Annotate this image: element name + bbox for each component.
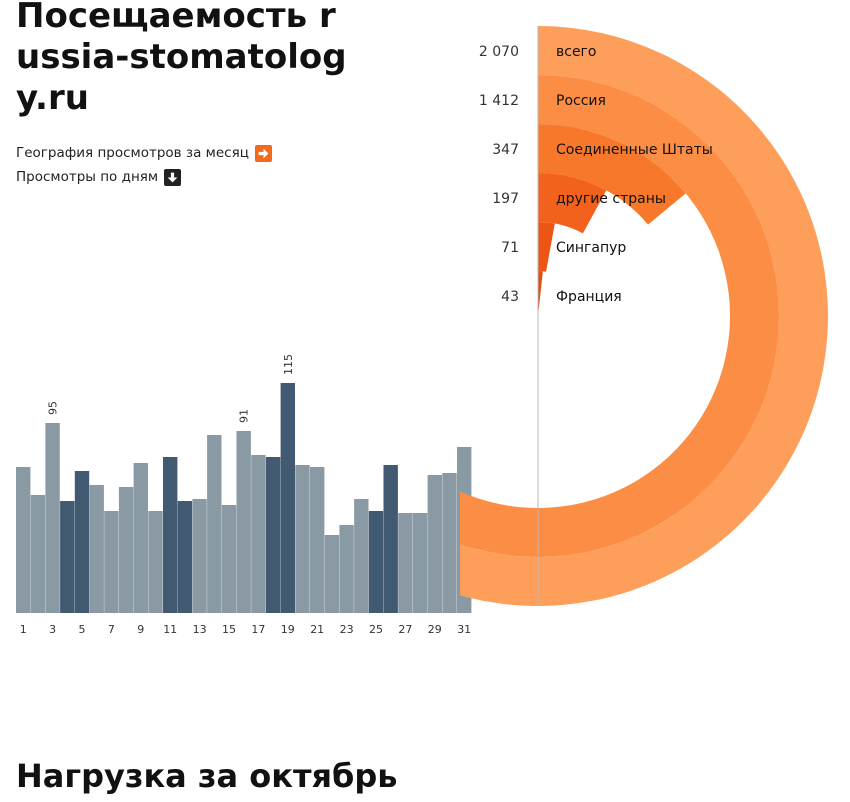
x-tick-label: 9	[137, 623, 144, 636]
bar-value-label: 95	[47, 401, 60, 415]
x-tick-label: 1	[20, 623, 27, 636]
country-label: Соединенные Штаты	[556, 142, 713, 158]
bar-day-3[interactable]	[45, 423, 60, 613]
geography-link-label: География просмотров за месяц	[16, 145, 249, 161]
bar-day-26[interactable]	[383, 465, 398, 613]
bar-day-28[interactable]	[412, 513, 428, 613]
bar-day-15[interactable]	[221, 505, 237, 613]
x-tick-label: 29	[428, 623, 442, 636]
bar-day-2[interactable]	[30, 495, 46, 613]
country-value: 1 412	[479, 93, 519, 109]
bar-value-label: 115	[282, 354, 295, 375]
bar-day-16[interactable]	[236, 431, 251, 613]
radial-bar-4[interactable]	[538, 222, 555, 272]
country-label: Сингапур	[556, 240, 626, 256]
page-title: Посещаемость russia-stomatology.ru	[16, 0, 347, 118]
bar-day-12[interactable]	[177, 501, 193, 613]
daily-link[interactable]: Просмотры по дням	[16, 165, 272, 189]
bar-day-8[interactable]	[118, 487, 134, 613]
bar-day-30[interactable]	[442, 473, 457, 613]
x-tick-label: 21	[310, 623, 324, 636]
bar-day-23[interactable]	[339, 525, 354, 613]
bar-day-17[interactable]	[251, 455, 266, 613]
bar-day-1[interactable]	[16, 467, 31, 613]
x-tick-label: 23	[340, 623, 354, 636]
x-tick-label: 3	[49, 623, 56, 636]
radial-bar-2[interactable]	[538, 124, 686, 225]
bar-day-10[interactable]	[148, 511, 163, 613]
x-tick-label: 19	[281, 623, 295, 636]
bar-day-4[interactable]	[60, 501, 75, 613]
x-tick-label: 31	[457, 623, 471, 636]
radial-bar-0[interactable]	[460, 26, 828, 606]
x-tick-label: 11	[163, 623, 177, 636]
bar-day-29[interactable]	[427, 475, 442, 613]
country-value: 71	[501, 240, 519, 256]
radial-bar-5[interactable]	[537, 271, 543, 320]
x-tick-label: 5	[79, 623, 86, 636]
bar-day-22[interactable]	[324, 535, 340, 613]
arrow-right-icon[interactable]	[254, 144, 272, 162]
country-value: 2 070	[479, 44, 519, 60]
country-label: всего	[556, 44, 596, 60]
country-value: 197	[492, 191, 519, 207]
bar-day-14[interactable]	[207, 435, 222, 613]
bar-day-9[interactable]	[133, 463, 148, 613]
x-tick-label: 13	[193, 623, 207, 636]
country-value: 347	[492, 142, 519, 158]
bar-day-7[interactable]	[104, 511, 119, 613]
bar-day-25[interactable]	[368, 511, 384, 613]
bar-day-27[interactable]	[398, 513, 413, 613]
country-label: другие страны	[556, 191, 666, 207]
bar-day-18[interactable]	[265, 457, 281, 613]
bar-day-5[interactable]	[74, 471, 90, 613]
bar-value-label: 91	[238, 409, 251, 423]
radial-bar-1[interactable]	[460, 75, 779, 557]
geography-chart: всего 2 070 Россия 1 412 Соединенные Штаты 34…	[460, 26, 828, 606]
daily-link-label: Просмотры по дням	[16, 169, 159, 185]
x-tick-label: 7	[108, 623, 115, 636]
country-value: 43	[501, 289, 519, 305]
radial-bar-3[interactable]	[538, 173, 607, 234]
x-tick-label: 17	[251, 623, 265, 636]
bar-day-20[interactable]	[295, 465, 310, 613]
geography-link[interactable]: География просмотров за месяц	[16, 141, 272, 165]
arrow-down-icon[interactable]	[164, 168, 182, 186]
bar-day-24[interactable]	[354, 499, 369, 613]
country-label: Россия	[556, 93, 606, 109]
bar-day-6[interactable]	[89, 485, 104, 613]
bar-day-11[interactable]	[163, 457, 178, 613]
country-label: Франция	[556, 289, 622, 305]
x-tick-label: 27	[398, 623, 412, 636]
bar-day-19[interactable]	[280, 383, 295, 613]
section-title: Нагрузка за октябрь	[16, 757, 398, 795]
x-tick-label: 25	[369, 623, 383, 636]
view-links: География просмотров за месяц Просмотры …	[16, 141, 272, 189]
bar-day-21[interactable]	[310, 467, 325, 613]
x-tick-label: 15	[222, 623, 236, 636]
bar-day-13[interactable]	[192, 499, 207, 613]
